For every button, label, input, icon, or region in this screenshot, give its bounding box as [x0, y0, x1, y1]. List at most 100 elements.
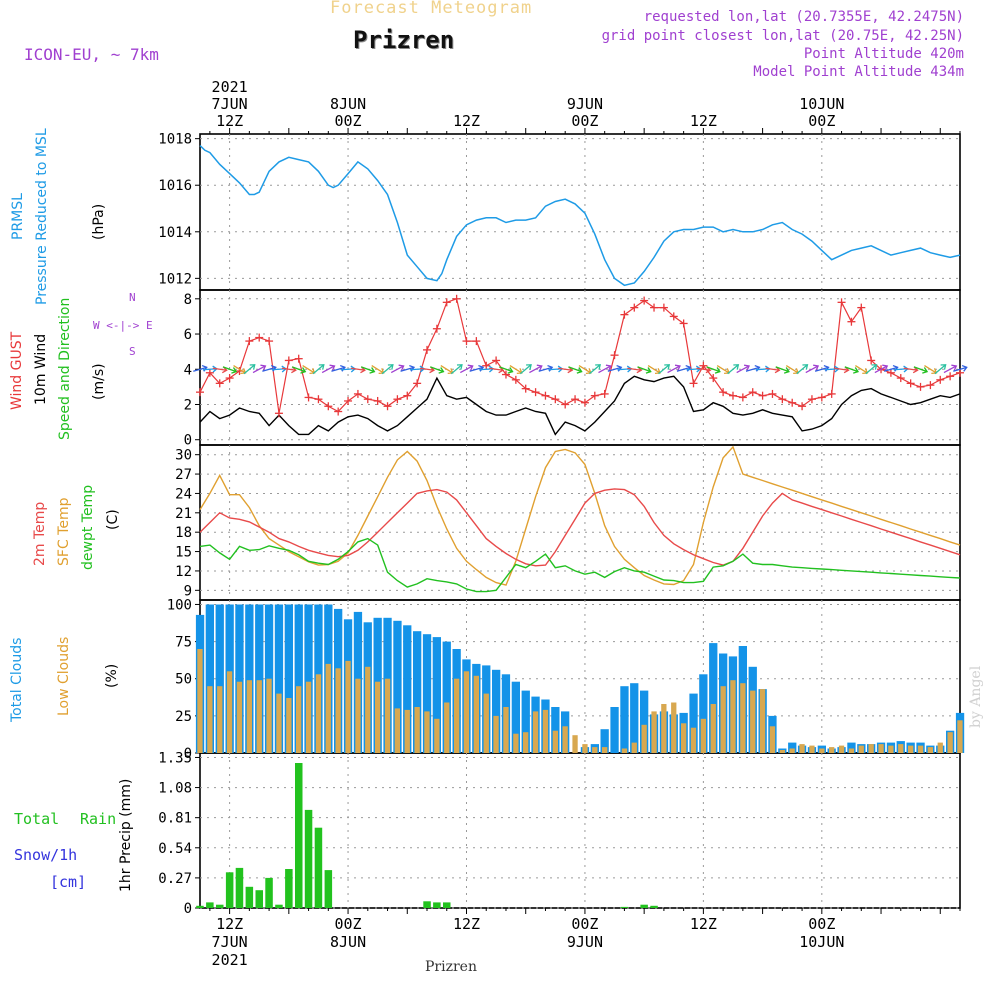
wind-arrow-shaft [676, 366, 691, 372]
precip-bar [443, 902, 451, 908]
top-time-label: 8JUN [330, 95, 366, 113]
wind-arrow-head [783, 367, 790, 374]
wind-direction-arrow [321, 364, 336, 374]
wind-arrow-shaft [281, 367, 296, 371]
total-cloud-bar [709, 643, 718, 753]
low-cloud-bar [957, 720, 963, 753]
low-cloud-bar [384, 678, 391, 753]
wind-arrow-head [387, 364, 394, 370]
wind-arrow-shaft [913, 366, 928, 373]
wind-direction-arrow [360, 366, 376, 374]
low-cloud-bar [503, 707, 509, 753]
wind-unit-label: (m/s) [91, 363, 107, 400]
low-cloud-bar [542, 709, 549, 753]
wind-direction-arrow [243, 364, 256, 375]
precip-bar [433, 902, 441, 908]
pressure-msl-label: Pressure Reduced to MSL [34, 128, 50, 305]
grid-point-coords: grid point closest lon,lat (20.75E, 42.2… [601, 28, 964, 44]
wind-arrow-head [318, 364, 325, 370]
bottom-time-label: 00Z [808, 915, 835, 933]
wind-arrow-shaft [489, 367, 504, 371]
wind-arrow-head [526, 364, 532, 370]
wind-arrow-shaft [450, 364, 463, 375]
low-cloud-bar [829, 747, 835, 753]
low-cloud-bar [602, 747, 608, 753]
low-cloud-bar [759, 689, 766, 753]
low-cloud-bar [562, 726, 568, 753]
pressure-line [199, 145, 961, 287]
low-cloud-bar [414, 707, 420, 753]
low-cloud-bar [819, 748, 825, 753]
wind-arrow-shaft [696, 367, 711, 371]
low-cloud-bar [394, 708, 400, 753]
footer-location: Prizren [425, 959, 477, 975]
ytick-label-pressure: 1012 [158, 271, 192, 287]
pressure-unit-label: (hPa) [91, 203, 107, 240]
low-cloud-bar [305, 681, 312, 753]
bottom-time-label: 00Z [335, 915, 362, 933]
ytick-label-pressure: 1016 [158, 178, 192, 194]
wind-gust-line [199, 298, 961, 414]
low-cloud-bar [493, 715, 499, 753]
total-clouds-label: Total Clouds [9, 637, 25, 722]
low-cloud-bar [572, 735, 578, 753]
wind-direction-arrow [381, 364, 394, 375]
panel-frame-temp [199, 444, 961, 601]
wind-direction-arrow [913, 366, 929, 374]
wind-arrow-head [871, 364, 878, 370]
bottom-time-label: 9JUN [567, 933, 603, 951]
model-name: ICON-EU, ~ 7km [24, 45, 159, 64]
precip-bar [265, 877, 273, 908]
ytick-label-temp: 24 [175, 486, 192, 502]
wind-direction-arrow [519, 364, 532, 375]
top-time-label: 00Z [571, 112, 598, 130]
ytick-label-precip: 0.54 [158, 841, 192, 857]
wind-arrow-head [249, 364, 256, 370]
wind-arrow-shaft [706, 366, 721, 373]
wind-arrow-shaft [765, 367, 780, 371]
wind-direction-arrow [796, 364, 809, 375]
wind-arrow-shaft [598, 365, 612, 374]
wind-arrow-shaft [785, 365, 799, 374]
low-cloud-bar [246, 680, 252, 753]
ytick-label-clouds: 25 [175, 709, 192, 725]
wind-direction-arrow [667, 364, 681, 374]
wind-arrow-shaft [934, 364, 947, 375]
wind-arrow-head [536, 364, 543, 371]
precip-bar [206, 902, 214, 908]
low-cloud-bar [641, 724, 647, 753]
low-cloud-bar [483, 693, 489, 753]
precip-bar [295, 763, 303, 908]
compass-north: N [129, 291, 136, 304]
wind-direction-arrow [390, 364, 405, 374]
wind-arrow-head [664, 364, 671, 370]
ytick-label-clouds: 100 [167, 597, 192, 613]
low-cloud-bar [552, 730, 558, 753]
low-cloud-bar [197, 649, 203, 753]
wind-arrow-shaft [814, 366, 829, 372]
wind-arrow-shaft [509, 365, 523, 374]
bottom-time-label: 8JUN [330, 933, 366, 951]
wind-direction-arrow [943, 364, 958, 374]
ytick-label-pressure: 1014 [158, 225, 192, 241]
ytick-label-wind: 2 [184, 397, 192, 413]
ytick-label-wind: 4 [184, 362, 192, 378]
bottom-time-label: 7JUN [212, 933, 248, 951]
wind-direction-arrow [637, 366, 652, 374]
wind-arrow-shaft [805, 365, 819, 374]
wind-arrow-shaft [637, 366, 651, 373]
total-cloud-bar [492, 669, 501, 753]
wind-direction-arrow [934, 364, 947, 375]
wind-arrow-shaft [460, 365, 473, 374]
total-cloud-bar [788, 742, 797, 753]
ytick-label-precip: 1.08 [158, 781, 192, 797]
low-cloud-bar [335, 668, 341, 753]
total-cloud-bar [600, 729, 609, 753]
wind-arrow-shaft [658, 364, 670, 375]
wind-arrow-head [329, 364, 336, 371]
low-cloud-bar [463, 671, 470, 753]
wind-arrow-shaft [243, 364, 256, 375]
wind-arrow-shaft [193, 366, 207, 372]
wind-direction-arrow [953, 364, 968, 372]
